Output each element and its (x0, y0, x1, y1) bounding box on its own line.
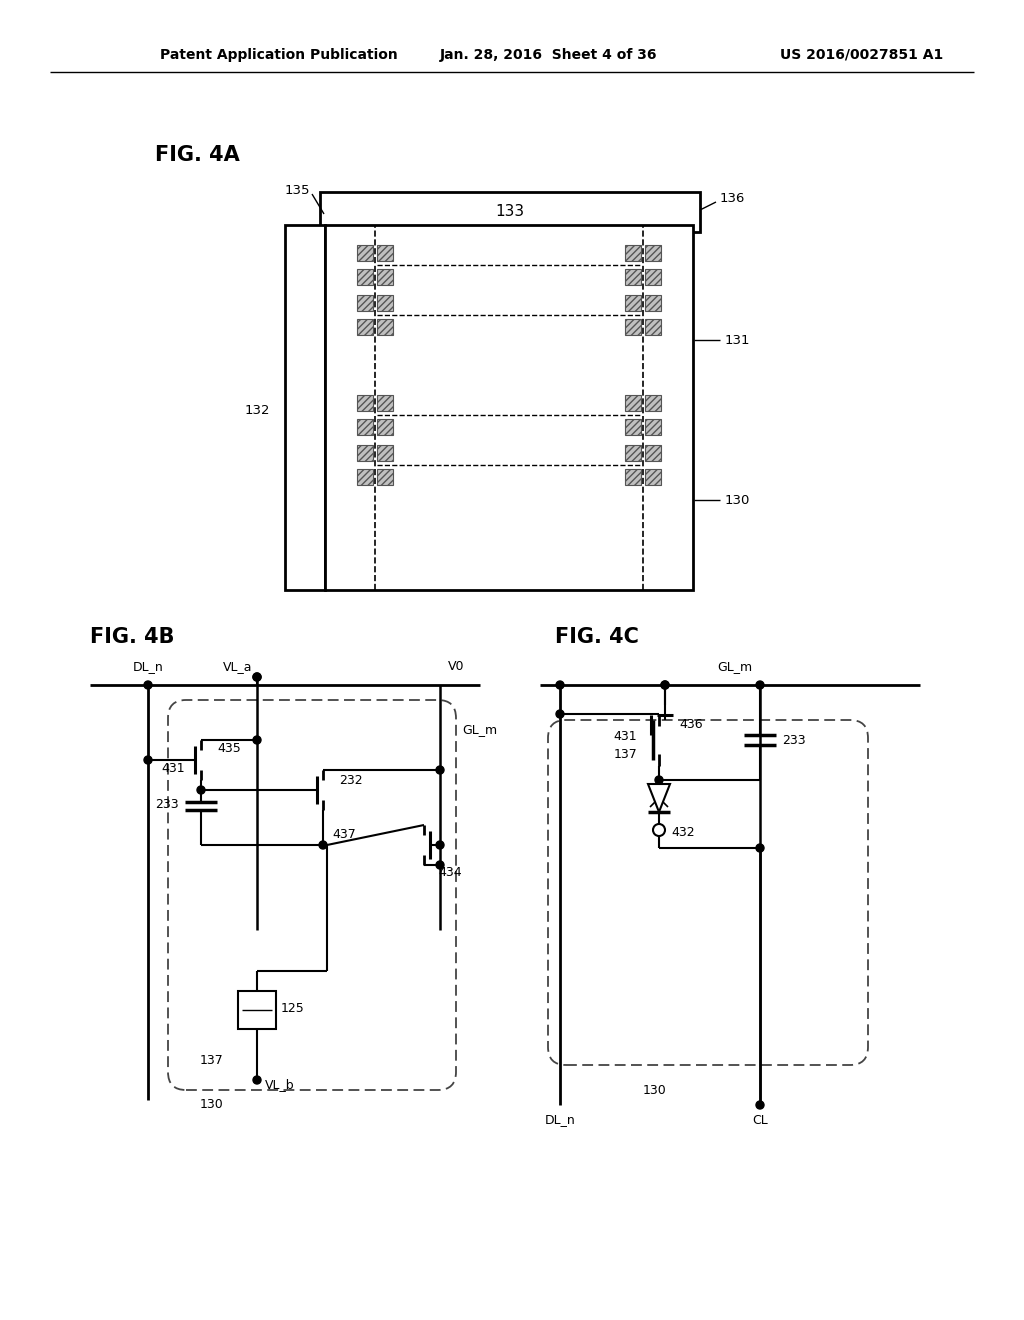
Text: 435: 435 (217, 742, 241, 755)
Text: US 2016/0027851 A1: US 2016/0027851 A1 (780, 48, 943, 62)
Circle shape (197, 785, 205, 795)
Text: GL_m: GL_m (462, 723, 497, 737)
Text: Jan. 28, 2016  Sheet 4 of 36: Jan. 28, 2016 Sheet 4 of 36 (440, 48, 657, 62)
Circle shape (144, 681, 152, 689)
Text: 431: 431 (162, 762, 185, 775)
Circle shape (653, 824, 665, 836)
Circle shape (144, 756, 152, 764)
Text: VL_b: VL_b (265, 1078, 295, 1092)
Bar (325, 224, 693, 590)
Text: 131: 131 (725, 334, 751, 346)
Text: 232: 232 (339, 774, 362, 787)
Text: DL_n: DL_n (133, 660, 164, 673)
Text: 437: 437 (332, 829, 355, 842)
Circle shape (436, 841, 444, 849)
Bar (357, 246, 373, 261)
Bar (377, 246, 393, 261)
Bar (645, 269, 662, 285)
Bar (645, 319, 662, 335)
Text: FIG. 4C: FIG. 4C (555, 627, 639, 647)
Bar (357, 395, 373, 411)
Circle shape (756, 1101, 764, 1109)
Polygon shape (648, 784, 670, 812)
Bar (377, 469, 393, 484)
Text: 233: 233 (156, 799, 179, 812)
Text: 132: 132 (245, 404, 270, 417)
Bar (625, 246, 641, 261)
Bar (377, 445, 393, 461)
Text: 137: 137 (200, 1053, 224, 1067)
Text: 133: 133 (496, 205, 524, 219)
Bar (645, 418, 662, 436)
Circle shape (436, 861, 444, 869)
Bar (645, 469, 662, 484)
Bar (319, 191, 700, 232)
Bar (625, 319, 641, 335)
Circle shape (253, 673, 261, 681)
Circle shape (662, 681, 669, 689)
Bar (357, 269, 373, 285)
Text: 135: 135 (285, 183, 310, 197)
Circle shape (319, 841, 327, 849)
Text: 130: 130 (643, 1084, 667, 1097)
Text: FIG. 4B: FIG. 4B (90, 627, 174, 647)
Text: 436: 436 (679, 718, 702, 730)
Circle shape (253, 737, 261, 744)
Circle shape (756, 843, 764, 851)
Text: 136: 136 (720, 191, 745, 205)
Text: CL: CL (752, 1114, 768, 1126)
Bar (377, 395, 393, 411)
Text: Patent Application Publication: Patent Application Publication (160, 48, 397, 62)
Text: 130: 130 (200, 1097, 224, 1110)
Bar (357, 319, 373, 335)
Text: 137: 137 (613, 747, 637, 760)
Bar (377, 418, 393, 436)
Bar (377, 294, 393, 312)
Bar (357, 469, 373, 484)
Bar (625, 269, 641, 285)
Text: GL_m: GL_m (718, 660, 753, 673)
Bar (238, 991, 276, 1030)
Bar (625, 445, 641, 461)
Text: 431: 431 (613, 730, 637, 742)
Circle shape (556, 710, 564, 718)
Text: 434: 434 (438, 866, 462, 879)
Text: 130: 130 (725, 494, 751, 507)
Text: V0: V0 (449, 660, 465, 673)
Text: DL_n: DL_n (545, 1114, 575, 1126)
Bar (357, 445, 373, 461)
Circle shape (253, 673, 261, 681)
Circle shape (655, 776, 663, 784)
Bar (625, 294, 641, 312)
Bar (377, 319, 393, 335)
Bar (645, 246, 662, 261)
Text: 432: 432 (671, 825, 694, 838)
Circle shape (253, 1076, 261, 1084)
Bar (625, 418, 641, 436)
Text: FIG. 4A: FIG. 4A (155, 145, 240, 165)
Text: 125: 125 (281, 1002, 305, 1015)
Circle shape (756, 681, 764, 689)
Text: 233: 233 (782, 734, 806, 747)
Circle shape (436, 766, 444, 774)
Bar (625, 469, 641, 484)
Bar (377, 269, 393, 285)
Bar (645, 294, 662, 312)
Bar (357, 294, 373, 312)
Bar (285, 224, 325, 590)
Bar (625, 395, 641, 411)
Text: VL_a: VL_a (222, 660, 252, 673)
Circle shape (556, 681, 564, 689)
Circle shape (662, 681, 669, 689)
Bar (645, 395, 662, 411)
Bar (645, 445, 662, 461)
Bar (357, 418, 373, 436)
